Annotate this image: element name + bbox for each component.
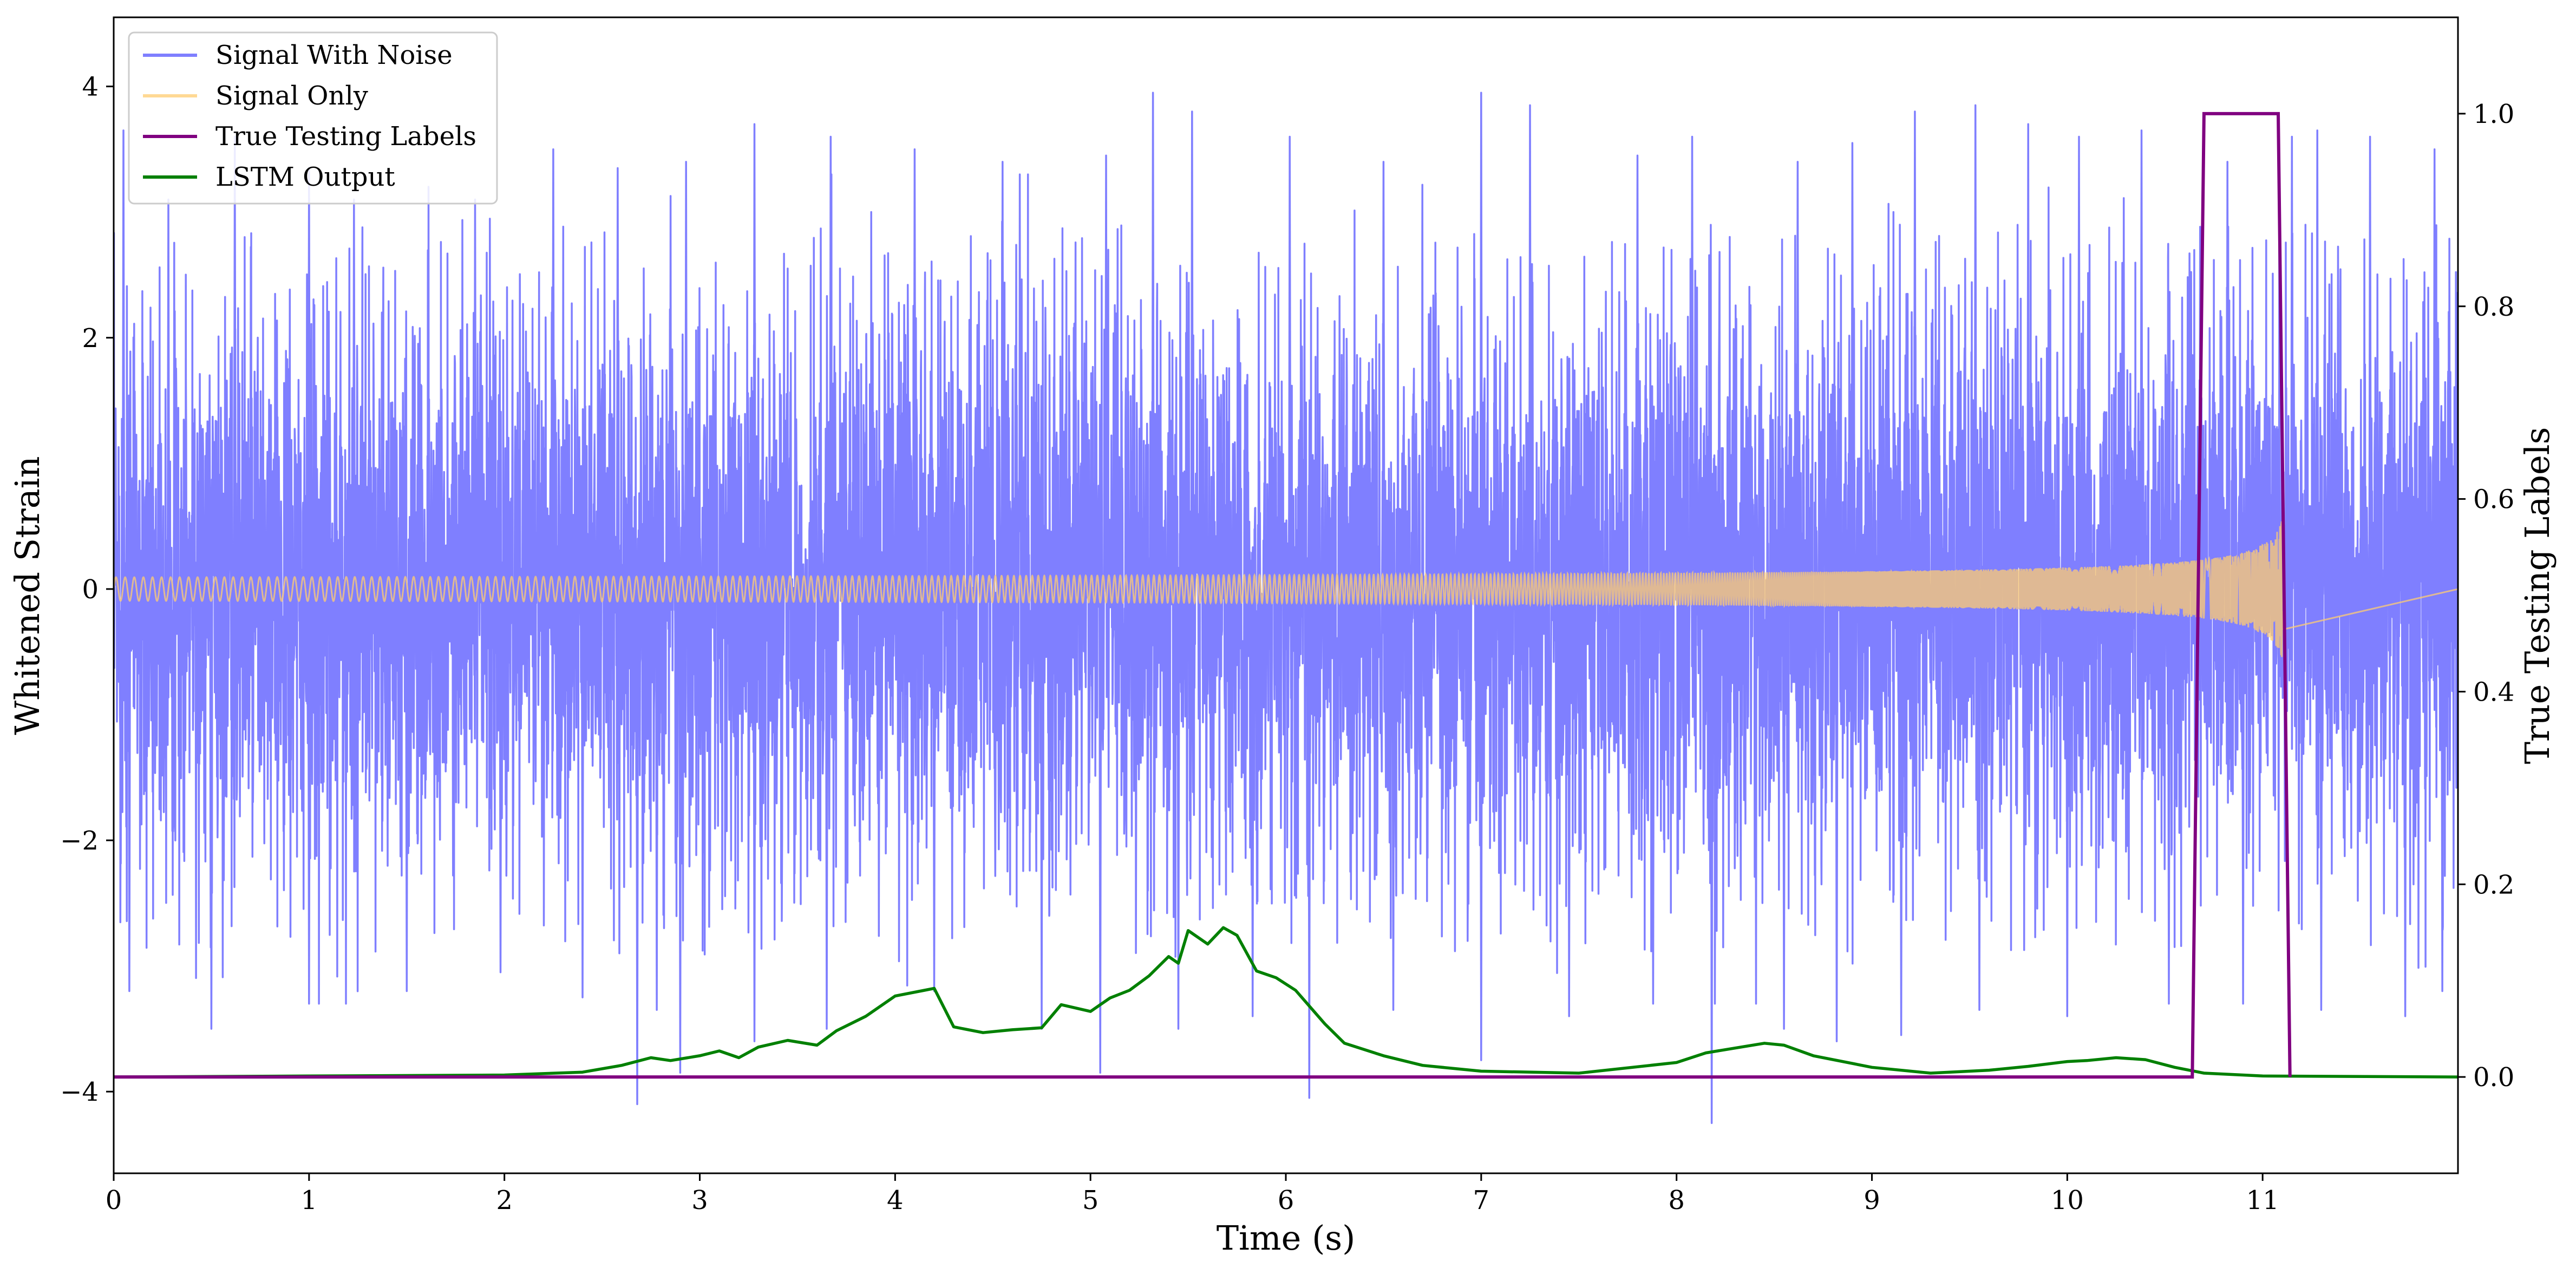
x-tick-label: 6 (1278, 1185, 1294, 1216)
x-tick-label: 7 (1473, 1185, 1490, 1216)
series-true-testing-labels (114, 112, 2292, 1079)
y-right-tick-label: 1.0 (2473, 99, 2514, 129)
legend-label: LSTM Output (215, 162, 395, 192)
x-tick-label: 4 (887, 1185, 904, 1216)
y-axis-title-right: True Testing Labels (2518, 427, 2557, 765)
y-right-tick-label: 0.0 (2473, 1062, 2514, 1093)
legend: Signal With Noise Signal Only True Testing… (128, 31, 498, 205)
x-axis: 0 1 2 3 4 5 6 7 8 9 10 11 (106, 1173, 2279, 1216)
x-tick-label: 10 (2051, 1185, 2084, 1216)
x-tick-label: 9 (1864, 1185, 1880, 1216)
y-tick-label: 4 (82, 72, 99, 102)
x-tick-label: 1 (301, 1185, 318, 1216)
y-tick-label: −2 (60, 826, 99, 856)
legend-box (128, 31, 498, 205)
y-tick-label: 0 (82, 574, 99, 605)
x-tick-label: 8 (1668, 1185, 1685, 1216)
series-layer (114, 92, 2458, 1124)
x-tick-label: 3 (691, 1185, 708, 1216)
y-tick-label: 2 (82, 323, 99, 354)
x-tick-label: 2 (496, 1185, 513, 1216)
y-tick-label: −4 (60, 1077, 99, 1107)
series-signal-only (114, 521, 2458, 657)
y-axis-title: Whitened Strain (8, 456, 47, 735)
series-lstm-output (114, 926, 2458, 1079)
x-tick-label: 0 (106, 1185, 122, 1216)
x-axis-title: Time (s) (1217, 1218, 1356, 1258)
y-right-tick-label: 0.2 (2473, 870, 2514, 900)
legend-label: Signal With Noise (215, 40, 453, 70)
y-right-tick-label: 0.6 (2473, 485, 2514, 515)
x-tick-label: 5 (1082, 1185, 1099, 1216)
y-axis-left: −4 −2 0 2 4 (60, 72, 114, 1107)
legend-label: True Testing Labels (215, 121, 476, 152)
legend-label: Signal Only (215, 81, 368, 111)
y-right-tick-label: 0.4 (2473, 677, 2514, 707)
y-axis-right: 0.0 0.2 0.4 0.6 0.8 1.0 (2458, 99, 2514, 1093)
y-right-tick-label: 0.8 (2473, 292, 2514, 322)
series-signal-with-noise (114, 92, 2458, 1124)
x-tick-label: 11 (2246, 1185, 2279, 1216)
